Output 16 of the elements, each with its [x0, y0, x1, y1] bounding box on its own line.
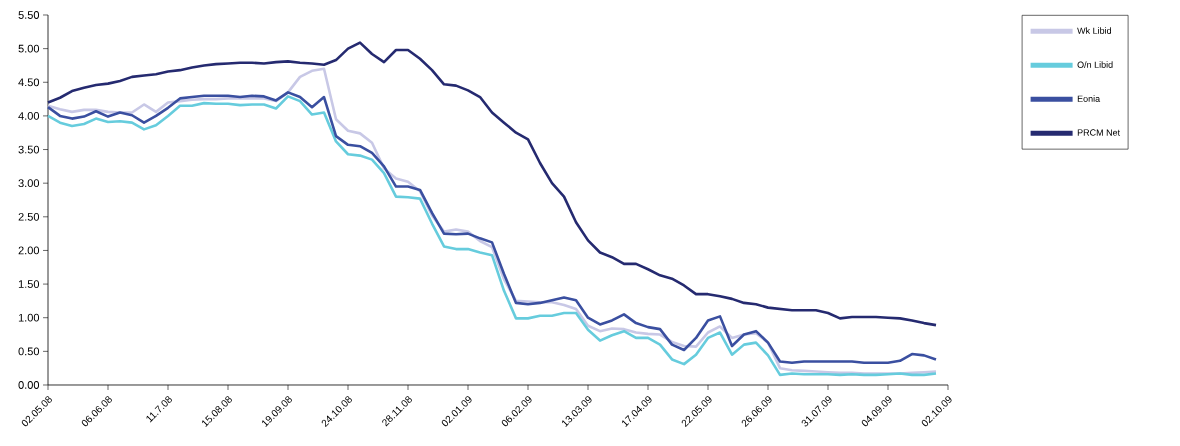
y-tick-label: 4.50 [18, 78, 40, 87]
legend-label: Wk Libid [1077, 27, 1112, 34]
legend-label: Eonia [1077, 95, 1101, 102]
y-tick-label: 3.00 [18, 179, 40, 188]
y-tick-label: 4.00 [18, 112, 40, 120]
legend-label: O/n Libid [1077, 61, 1113, 68]
y-tick-label: 2.00 [18, 246, 40, 255]
y-tick-label: 1.50 [18, 280, 40, 288]
y-tick-label: 5.50 [18, 11, 40, 19]
y-tick-label: 0.00 [18, 381, 40, 389]
y-tick-label: 1.00 [18, 313, 40, 322]
y-tick-label: 3.50 [18, 145, 40, 154]
y-tick-label: 5.00 [18, 44, 40, 53]
y-tick-label: 0.50 [18, 347, 40, 356]
y-tick-label: 2.50 [18, 212, 40, 221]
legend-label: PRCM Net [1077, 129, 1121, 136]
